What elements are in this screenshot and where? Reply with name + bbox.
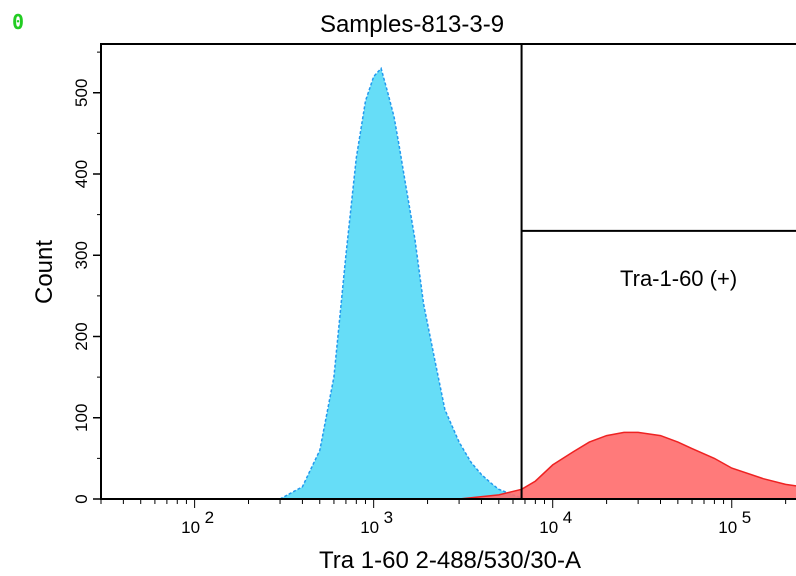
- x-tick-label: 10: [718, 518, 737, 537]
- y-tick-label: 500: [72, 79, 91, 107]
- y-axis-label: Count: [31, 240, 58, 304]
- y-tick-label: 200: [72, 322, 91, 350]
- axis-layer: 0 100 200 300 400 500 10 2 10 3 10 4 10 5: [72, 51, 787, 537]
- chart-title: Samples-813-3-9: [320, 11, 504, 38]
- y-tick-label: 300: [72, 241, 91, 269]
- plot-layer: [279, 66, 796, 500]
- x-axis-label: Tra 1-60 2-488/530/30-A: [319, 547, 581, 574]
- histogram-series-0: [279, 66, 526, 500]
- x-tick-exponent: 3: [384, 508, 393, 527]
- gate-label: Tra-1-60 (+): [620, 266, 737, 291]
- x-tick-label: 10: [181, 518, 200, 537]
- gate-layer: [520, 44, 796, 499]
- x-tick-label: 10: [360, 518, 379, 537]
- corner-tag: 0: [12, 10, 25, 34]
- plot-frame: [100, 43, 796, 500]
- x-tick-exponent: 5: [742, 508, 751, 527]
- x-tick-exponent: 4: [563, 508, 572, 527]
- x-tick-label: 10: [539, 518, 558, 537]
- histogram-series-1: [459, 431, 796, 500]
- x-tick-exponent: 2: [205, 508, 214, 527]
- y-tick-label: 0: [72, 494, 91, 503]
- y-tick-label: 100: [72, 404, 91, 432]
- y-tick-label: 400: [72, 160, 91, 188]
